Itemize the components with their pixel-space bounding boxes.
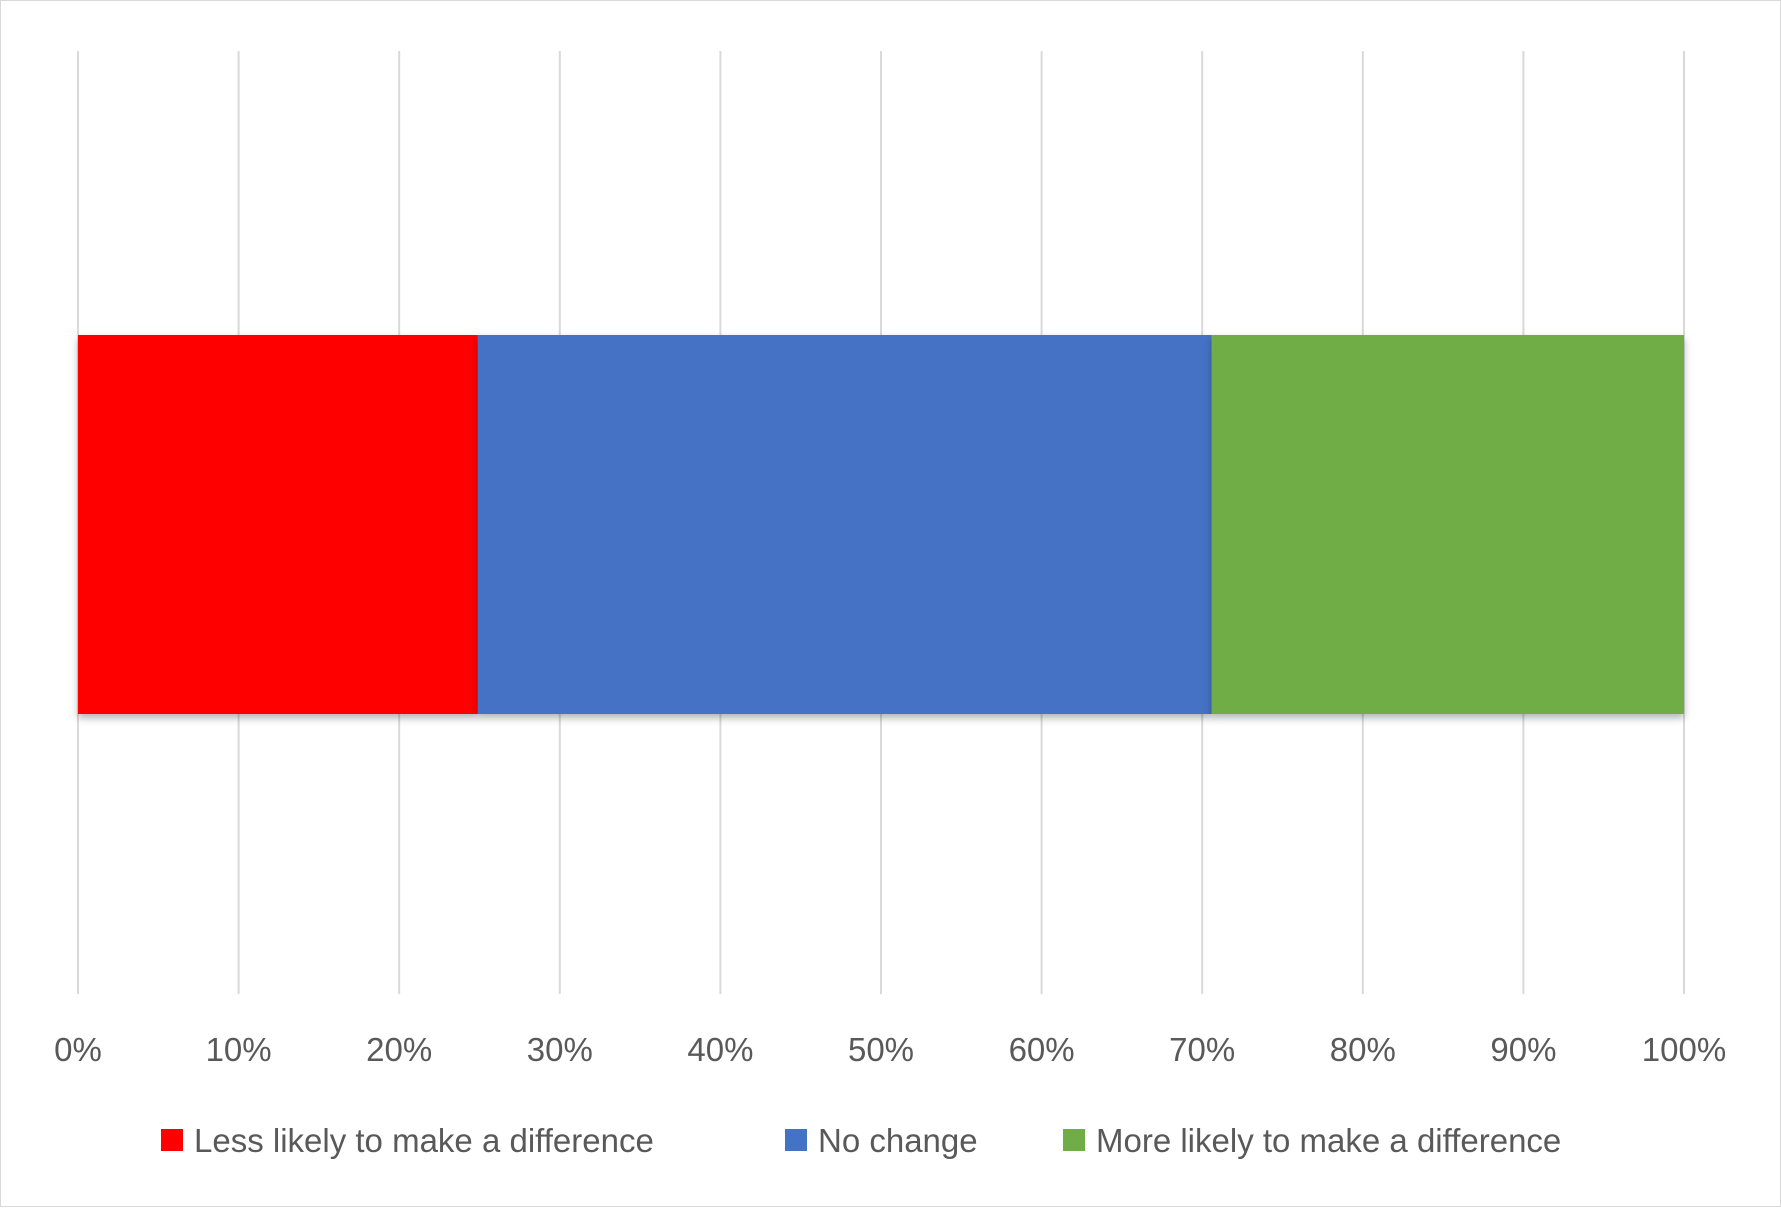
x-tick-label: 60%: [1009, 1031, 1075, 1068]
x-tick-label: 10%: [206, 1031, 272, 1068]
legend-swatch-0: [161, 1129, 183, 1151]
x-tick-label: 30%: [527, 1031, 593, 1068]
bar-segment-0: [78, 335, 478, 714]
legend-swatch-1: [785, 1129, 807, 1151]
x-axis-tick-labels: 0% 10% 20% 30% 40% 50% 60% 70% 80% 90% 100%: [54, 1031, 1726, 1068]
legend-label: No change: [818, 1122, 978, 1159]
x-tick-label: 50%: [848, 1031, 914, 1068]
x-tick-label: 0%: [54, 1031, 102, 1068]
bar-segment-2: [1211, 335, 1684, 714]
x-tick-label: 70%: [1169, 1031, 1235, 1068]
x-tick-label: 80%: [1330, 1031, 1396, 1068]
legend-swatch-2: [1063, 1129, 1085, 1151]
x-tick-label: 20%: [366, 1031, 432, 1068]
x-tick-label: 90%: [1490, 1031, 1556, 1068]
legend: Less likely to make a difference No chang…: [161, 1122, 1561, 1159]
bar-segment-1: [477, 335, 1212, 714]
x-tick-label: 100%: [1642, 1031, 1726, 1068]
x-tick-label: 40%: [687, 1031, 753, 1068]
bar-segments: [78, 335, 1684, 714]
legend-label: More likely to make a difference: [1096, 1122, 1561, 1159]
legend-label: Less likely to make a difference: [194, 1122, 654, 1159]
